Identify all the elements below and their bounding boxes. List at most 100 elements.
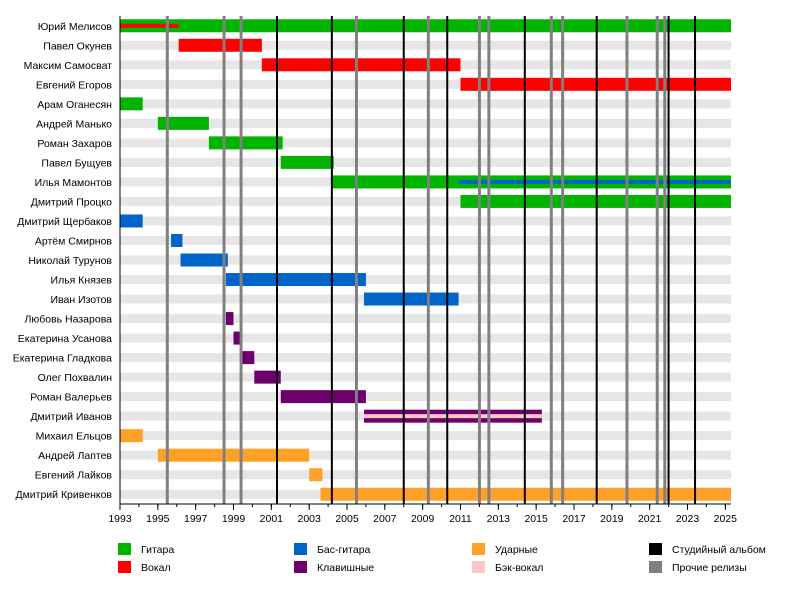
member-label: Артём Смирнов xyxy=(35,235,113,247)
row-stripe xyxy=(120,255,731,265)
member-label: Арам Оганесян xyxy=(37,99,112,111)
member-label: Олег Похвалин xyxy=(38,372,113,384)
row-stripe xyxy=(120,333,731,343)
row-stripe xyxy=(120,216,731,226)
row-stripe xyxy=(120,431,731,441)
member-label: Роман Захаров xyxy=(37,138,112,150)
member-label: Иван Изотов xyxy=(50,294,112,306)
member-bar-bass xyxy=(120,214,143,228)
member-bar-bass xyxy=(364,292,459,306)
x-tick-label: 2015 xyxy=(524,513,548,525)
legend-swatch-drums xyxy=(472,543,485,555)
member-label: Илья Князев xyxy=(51,275,113,287)
legend-item-keys: Клавишные xyxy=(294,561,374,574)
member-bar-bass xyxy=(225,273,366,287)
row-stripe xyxy=(120,79,731,89)
row-stripe xyxy=(120,314,731,324)
x-tick-label: 2003 xyxy=(297,513,321,525)
member-label: Михаил Ельцов xyxy=(36,431,113,443)
member-label: Максим Самосват xyxy=(24,60,113,72)
member-label: Евгений Егоров xyxy=(36,79,113,91)
member-bar-guitar xyxy=(157,116,209,130)
x-tick-label: 2001 xyxy=(260,513,284,525)
member-bar-keys xyxy=(233,331,242,345)
member-label: Екатерина Усанова xyxy=(18,333,112,345)
legend-label-bass: Бас-гитара xyxy=(317,544,371,556)
legend-label-album: Студийный альбом xyxy=(672,544,766,556)
legend-swatch-vocal xyxy=(118,561,131,573)
member-bar-drums xyxy=(309,468,323,482)
row-stripe xyxy=(120,40,731,50)
member-label: Андрей Манько xyxy=(36,118,112,130)
row-stripe xyxy=(120,353,731,363)
member-bar-bass xyxy=(171,233,183,247)
legend-label-keys: Клавишные xyxy=(317,562,374,574)
x-tick-label: 2019 xyxy=(600,513,624,525)
legend-swatch-keys xyxy=(294,561,307,573)
legend-item-album: Студийный альбом xyxy=(649,543,766,556)
member-bar-guitar xyxy=(120,97,143,111)
x-tick-label: 1995 xyxy=(146,513,170,525)
member-bar-bass xyxy=(458,179,731,184)
row-stripe xyxy=(120,450,731,460)
legend-swatch-other xyxy=(649,561,662,573)
legend-label-other: Прочие релизы xyxy=(672,562,747,574)
member-label: Николай Турунов xyxy=(28,255,112,267)
legend-item-other: Прочие релизы xyxy=(649,561,747,574)
member-bar-keys xyxy=(254,370,281,384)
x-tick-label: 2011 xyxy=(449,513,472,525)
member-bar-guitar xyxy=(208,136,283,150)
member-label: Роман Валерьев xyxy=(30,392,112,404)
x-tick-label: 2021 xyxy=(638,513,662,525)
x-tick-label: 1997 xyxy=(184,513,208,525)
member-label: Дмитрий Иванов xyxy=(30,411,112,423)
member-label: Дмитрий Щербаков xyxy=(17,216,112,228)
legend-label-drums: Ударные xyxy=(495,544,538,556)
member-bar-guitar xyxy=(120,19,731,33)
row-stripe xyxy=(120,138,731,148)
member-bar-guitar xyxy=(280,155,334,169)
legend-item-bass: Бас-гитара xyxy=(294,543,371,556)
member-bar-vocal xyxy=(261,58,461,72)
member-bar-keys xyxy=(241,351,255,365)
row-stripe xyxy=(120,392,731,402)
x-tick-label: 1999 xyxy=(222,513,246,525)
row-stripe xyxy=(120,470,731,480)
legend-item-drums: Ударные xyxy=(472,543,538,556)
row-stripe xyxy=(120,235,731,245)
legend-swatch-guitar xyxy=(118,543,131,555)
row-stripe xyxy=(120,157,731,167)
member-bar-drums xyxy=(157,448,310,462)
member-label: Любовь Назарова xyxy=(24,314,112,326)
legend-swatch-album xyxy=(649,543,662,555)
x-tick-label: 1993 xyxy=(108,513,132,525)
row-stripe xyxy=(120,372,731,382)
member-label: Екатерина Гладкова xyxy=(13,353,112,365)
x-tick-label: 2009 xyxy=(411,513,435,525)
x-tick-label: 2005 xyxy=(335,513,359,525)
x-tick-label: 2023 xyxy=(676,513,700,525)
member-label: Илья Мамонтов xyxy=(35,177,113,189)
member-label: Евгений Лайков xyxy=(35,470,113,482)
legend-swatch-backing xyxy=(472,561,485,573)
x-tick-label: 2025 xyxy=(714,513,738,525)
member-bar-vocal xyxy=(178,38,262,52)
x-tick-label: 2013 xyxy=(487,513,511,525)
row-stripe xyxy=(120,196,731,206)
legend-item-vocal: Вокал xyxy=(118,561,171,574)
row-stripe xyxy=(120,99,731,109)
member-label: Павел Окунев xyxy=(43,40,112,52)
legend-label-vocal: Вокал xyxy=(141,562,171,574)
member-bar-backing xyxy=(364,414,542,419)
legend-label-guitar: Гитара xyxy=(141,544,174,556)
member-label: Дмитрий Кривенков xyxy=(15,489,112,501)
member-bar-vocal xyxy=(120,23,179,28)
legend-label-backing: Бэк-вокал xyxy=(495,562,543,574)
member-bar-bass xyxy=(180,253,228,267)
member-label: Андрей Лаптев xyxy=(38,450,112,462)
x-tick-label: 2017 xyxy=(562,513,586,525)
member-bar-keys xyxy=(225,312,234,326)
member-label: Юрий Мелисов xyxy=(38,21,113,33)
